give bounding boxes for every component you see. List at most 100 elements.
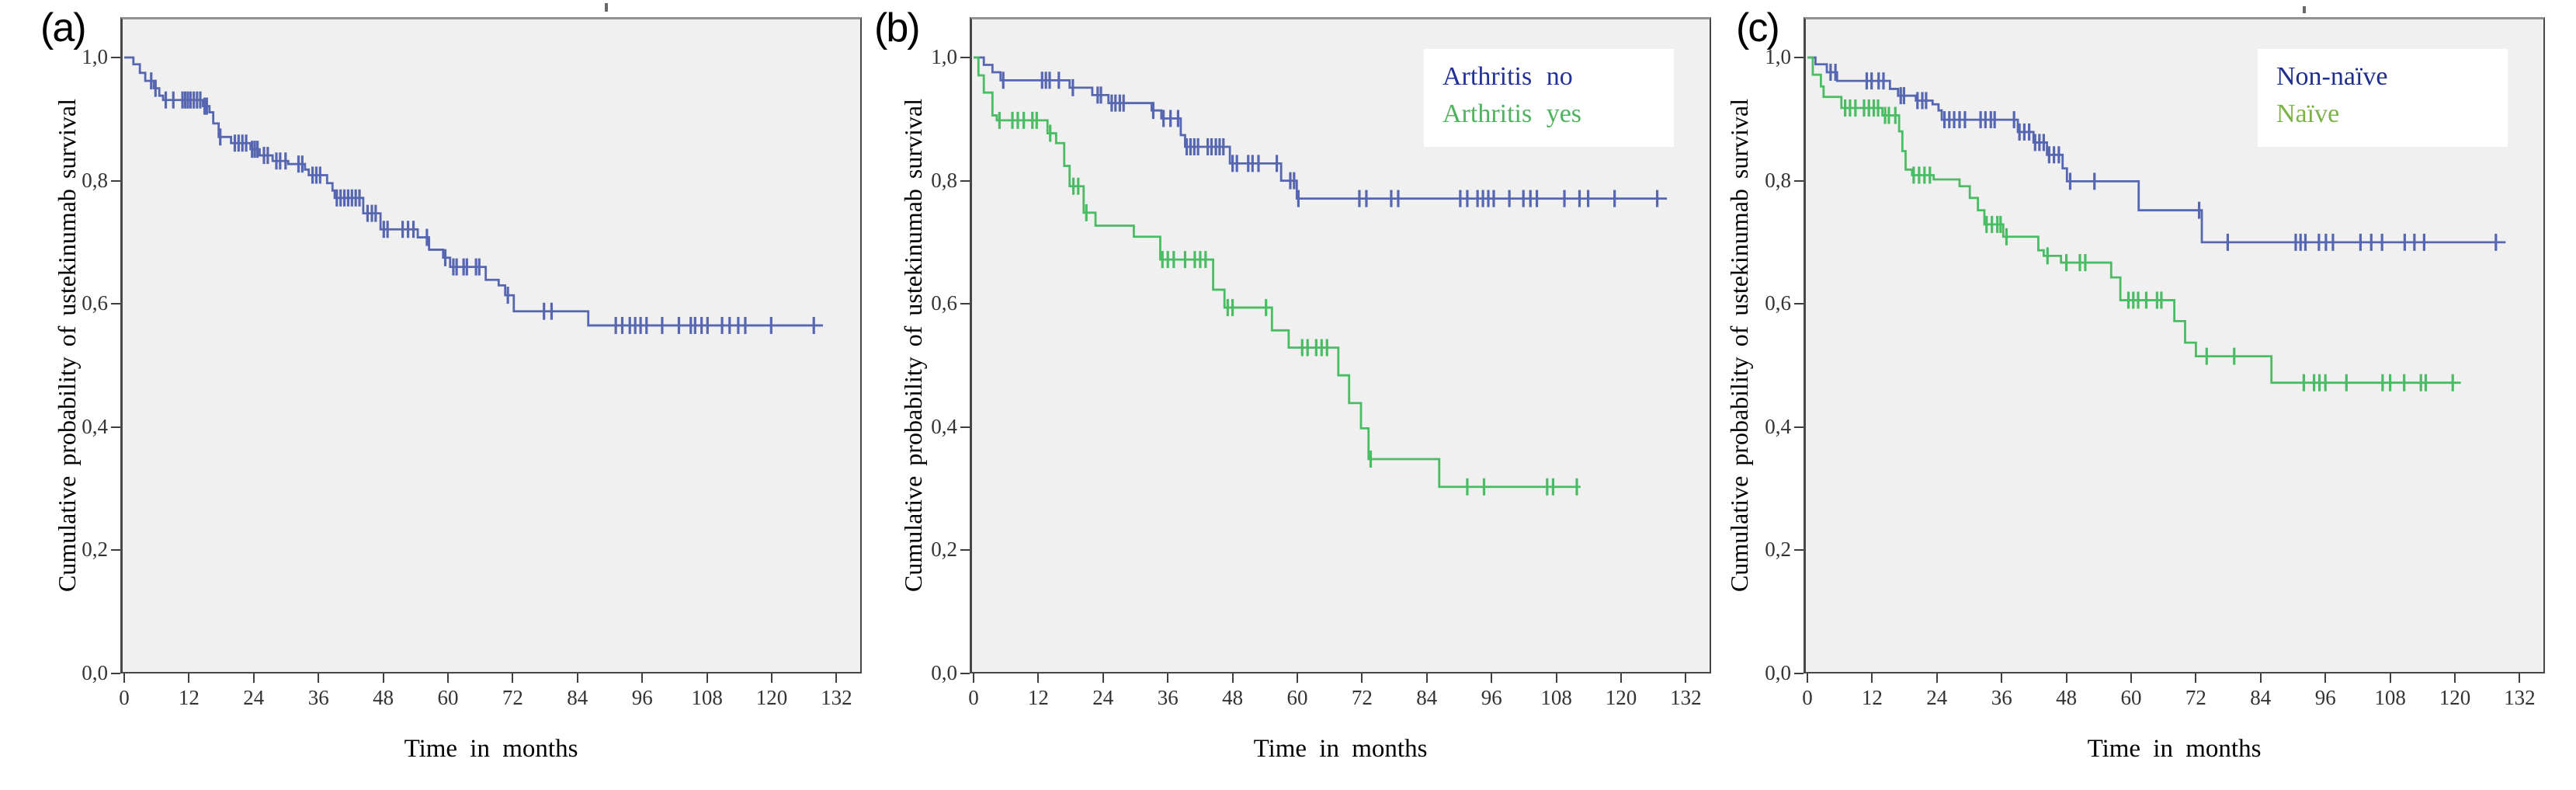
x-tick-label: 60 (1286, 686, 1308, 709)
y-axis-tick (960, 549, 970, 552)
km-step-curve (124, 56, 824, 327)
x-axis-tick (1685, 673, 1687, 683)
plot-area-a (120, 17, 862, 673)
legend-arthritis: Arthritis no Arthritis yes (1424, 49, 1674, 147)
y-axis-tick (1794, 426, 1804, 428)
x-tick-label: 108 (2374, 686, 2406, 709)
km-step-curve (974, 56, 1581, 489)
x-tick-label: 120 (2439, 686, 2471, 709)
x-axis-tick (1555, 673, 1557, 683)
y-axis-tick (960, 426, 970, 428)
x-tick-label: 0 (968, 686, 979, 709)
y-tick-label: 1,0 (1765, 45, 1791, 68)
x-axis-tick (318, 673, 320, 683)
x-tick-label: 12 (1861, 686, 1883, 709)
x-tick-label: 120 (755, 686, 788, 709)
y-axis-title-a: Cumulative probability of ustekinumab su… (52, 98, 81, 593)
x-tick-label: 132 (2504, 686, 2536, 709)
stray-mark-icon (605, 3, 608, 12)
km-step-curve (1807, 56, 2506, 244)
y-axis-tick (111, 549, 120, 552)
panel-letter-b: (b) (874, 5, 921, 50)
stray-mark-icon (2303, 6, 2306, 13)
x-axis-tick (382, 673, 384, 683)
x-axis-tick (2195, 673, 2197, 683)
x-axis-tick (447, 673, 449, 683)
y-axis-tick (1794, 673, 1804, 674)
y-axis-tick (960, 673, 970, 674)
y-tick-label: 1,0 (82, 45, 108, 68)
plot-area-b: Arthritis no Arthritis yes (970, 17, 1711, 673)
x-tick-label: 96 (2314, 686, 2336, 709)
y-axis-tick (1794, 549, 1804, 552)
y-tick-label: 0,4 (931, 414, 957, 438)
x-tick-label: 48 (1222, 686, 1244, 709)
x-tick-label: 48 (2056, 686, 2078, 709)
survival-curves-b (974, 56, 1668, 496)
x-tick-label: 132 (1670, 686, 1702, 709)
x-tick-label: 96 (1481, 686, 1502, 709)
x-axis-tick (2389, 673, 2391, 683)
x-axis-tick (1231, 673, 1234, 683)
x-tick-label: 48 (373, 686, 394, 709)
x-axis-tick (1037, 673, 1040, 683)
y-axis-tick (111, 426, 120, 428)
x-axis-title-b: Time in months (1253, 735, 1428, 763)
x-tick-label: 84 (567, 686, 588, 709)
x-axis-tick (1425, 673, 1428, 683)
y-tick-label: 0,8 (931, 168, 957, 192)
x-axis-tick (188, 673, 190, 683)
x-axis-tick (2324, 673, 2327, 683)
y-tick-label: 1,0 (931, 45, 957, 68)
x-axis-tick (835, 673, 838, 683)
x-axis-tick (973, 673, 974, 683)
y-tick-label: 0,2 (1765, 538, 1791, 562)
x-axis-tick (512, 673, 514, 683)
x-axis-tick (2519, 673, 2521, 683)
y-tick-label: 0,8 (82, 168, 108, 192)
x-axis-tick (641, 673, 644, 683)
km-panel-c: (c) Cumulative probability of ustekinuma… (1717, 0, 2576, 790)
x-axis-tick (1871, 673, 1873, 683)
km-panel-b: (b) Cumulative probability of ustekinuma… (859, 0, 1717, 790)
x-axis-tick (576, 673, 578, 683)
y-tick-label: 0,6 (82, 291, 108, 315)
legend-item-naive: Naïve (2276, 99, 2340, 128)
survival-curves-a (124, 56, 824, 334)
y-axis-tick (111, 303, 120, 305)
legend-item-arthritis-yes: Arthritis yes (1442, 99, 1582, 128)
x-axis-tick (1102, 673, 1104, 683)
x-tick-label: 84 (1416, 686, 1438, 709)
x-tick-label: 60 (437, 686, 459, 709)
y-tick-label: 0,0 (82, 661, 108, 684)
y-axis-tick (1794, 303, 1804, 305)
y-axis-tick (111, 673, 120, 674)
y-tick-label: 0,0 (1765, 661, 1791, 684)
x-tick-label: 60 (2120, 686, 2142, 709)
x-axis-tick (2259, 673, 2262, 683)
x-tick-label: 36 (307, 686, 329, 709)
x-axis-tick (2001, 673, 2003, 683)
x-tick-label: 108 (691, 686, 723, 709)
x-axis-tick (771, 673, 772, 683)
y-axis-tick (960, 179, 970, 182)
x-tick-label: 108 (1540, 686, 1572, 709)
km-step-curve (974, 56, 1668, 200)
legend-naive: Non-naïve Naïve (2258, 49, 2508, 147)
x-axis-tick (706, 673, 708, 683)
x-axis-tick (1297, 673, 1298, 683)
x-tick-label: 96 (631, 686, 653, 709)
x-axis-tick (2130, 673, 2132, 683)
x-axis-title-c: Time in months (2087, 735, 2262, 763)
y-tick-label: 0,2 (82, 538, 108, 562)
x-tick-label: 0 (119, 686, 130, 709)
y-axis-tick (111, 57, 120, 58)
x-axis-tick (123, 673, 125, 683)
y-tick-label: 0,4 (82, 414, 108, 438)
y-axis-tick (111, 179, 120, 182)
y-axis-tick (1794, 179, 1804, 182)
survival-curves-c (1807, 56, 2506, 392)
x-tick-label: 12 (1027, 686, 1049, 709)
x-tick-label: 12 (178, 686, 200, 709)
